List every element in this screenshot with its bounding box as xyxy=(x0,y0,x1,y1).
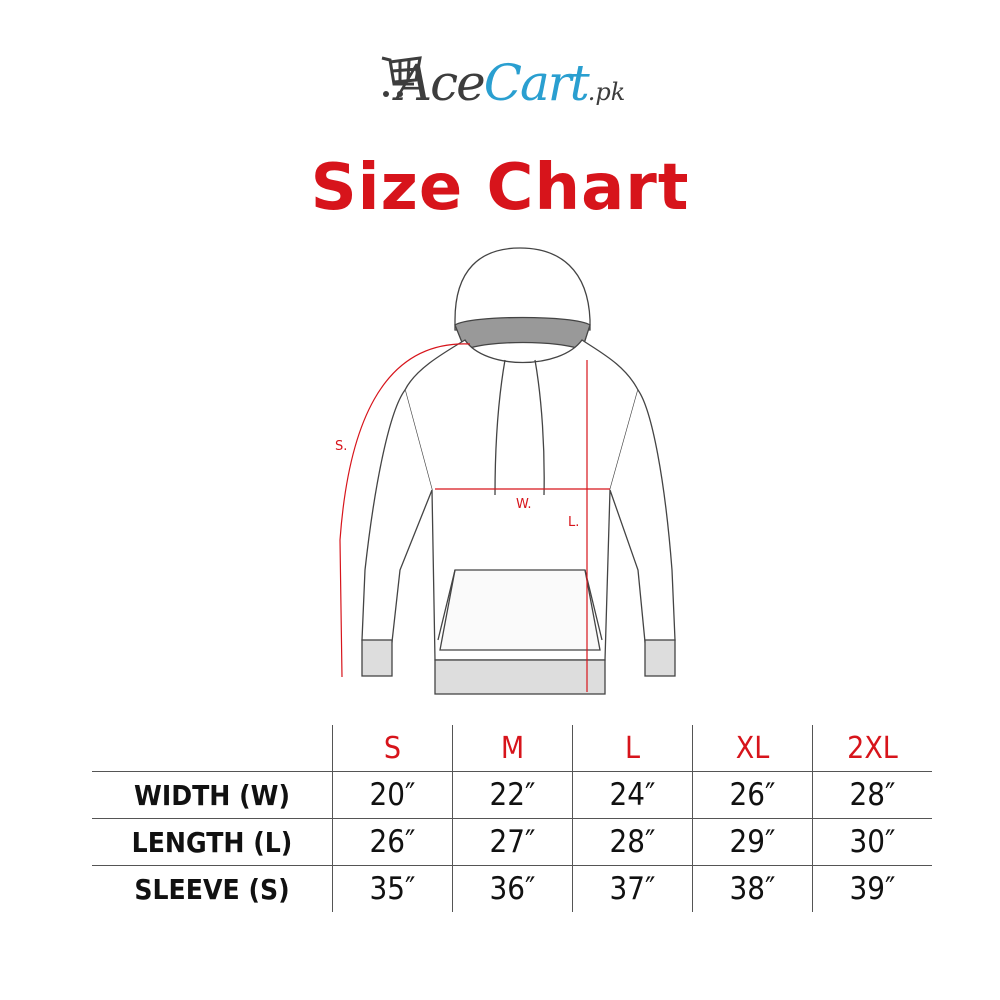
table-cell: 37″ xyxy=(572,865,693,912)
table-cell: 30″ xyxy=(812,818,932,866)
table-cell: 36″ xyxy=(452,865,573,912)
table-cell: 20″ xyxy=(332,771,453,819)
table-cell: 26″ xyxy=(692,771,813,819)
sleeve-measure-line xyxy=(339,343,471,678)
size-header: S xyxy=(332,725,453,772)
sleeve-label: S. xyxy=(335,439,347,454)
table-cell: 27″ xyxy=(452,818,573,866)
row-label: WIDTH (W) xyxy=(92,771,333,819)
pocket xyxy=(439,569,601,651)
table-cell: 22″ xyxy=(452,771,573,819)
width-label: W. xyxy=(516,497,532,512)
hood xyxy=(454,247,591,331)
left-sleeve xyxy=(361,389,433,643)
length-label: L. xyxy=(568,515,579,530)
size-table: S M L XL 2XL WIDTH (W) 20″ 22″ 24″ 26″ 2… xyxy=(92,725,932,912)
right-sleeve xyxy=(609,389,676,643)
table-row: LENGTH (L) 26″ 27″ 28″ 29″ 30″ xyxy=(92,818,932,866)
acecart-logo: AceCart.pk xyxy=(380,48,660,118)
row-label: SLEEVE (S) xyxy=(92,865,333,912)
table-cell: 38″ xyxy=(692,865,813,912)
logo-cart: Cart xyxy=(483,54,590,112)
hoodie-diagram: S. W. L. xyxy=(335,247,676,695)
table-cell: 39″ xyxy=(812,865,932,912)
size-header: M xyxy=(452,725,573,772)
table-row: WIDTH (W) 20″ 22″ 24″ 26″ 28″ xyxy=(92,771,932,819)
table-cell: 26″ xyxy=(332,818,453,866)
table-cell: 24″ xyxy=(572,771,693,819)
row-label: LENGTH (L) xyxy=(92,818,333,866)
page-title: Size Chart xyxy=(310,151,690,225)
shopping-cart-icon xyxy=(381,56,422,97)
table-cell: 28″ xyxy=(572,818,693,866)
size-header: 2XL xyxy=(812,725,932,772)
size-header: L xyxy=(572,725,693,772)
table-row: SLEEVE (S) 35″ 36″ 37″ 38″ 39″ xyxy=(92,865,932,912)
logo-ace: Ace xyxy=(396,54,486,112)
table-cell: 29″ xyxy=(692,818,813,866)
table-cell: 28″ xyxy=(812,771,932,819)
logo-suffix: .pk xyxy=(587,78,626,106)
size-header: XL xyxy=(692,725,813,772)
table-cell: 35″ xyxy=(332,865,453,912)
size-header-row: S M L XL 2XL xyxy=(92,725,932,772)
